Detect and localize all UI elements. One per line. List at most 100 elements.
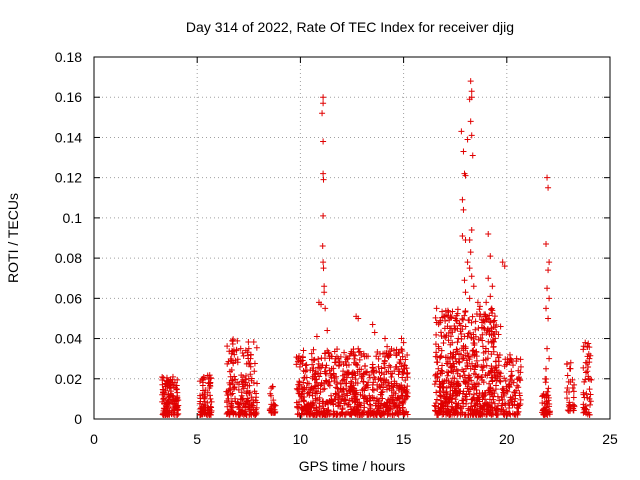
data-point [470, 385, 477, 392]
data-point [580, 409, 587, 416]
data-point [398, 363, 405, 370]
data-point [458, 128, 465, 135]
data-point [305, 406, 312, 413]
data-point [485, 230, 492, 237]
data-point [543, 365, 550, 372]
data-point [379, 395, 386, 402]
data-point [377, 384, 384, 391]
data-point [541, 411, 548, 418]
grid-lines [94, 57, 610, 419]
data-point [433, 349, 440, 356]
data-point [587, 352, 594, 359]
data-point [159, 391, 166, 398]
data-point [580, 401, 587, 408]
data-point [363, 395, 370, 402]
data-point [462, 393, 469, 400]
data-point [228, 377, 235, 384]
data-point [571, 403, 578, 410]
data-point [449, 308, 456, 315]
data-point [437, 393, 444, 400]
data-point [339, 405, 346, 412]
data-point [396, 368, 403, 375]
data-point [197, 378, 204, 385]
data-point [470, 391, 477, 398]
data-point [364, 396, 371, 403]
data-point [449, 404, 456, 411]
data-point [490, 318, 497, 325]
data-point [202, 393, 209, 400]
data-point [250, 338, 257, 345]
data-point [309, 389, 316, 396]
data-point [245, 345, 252, 352]
data-point [481, 318, 488, 325]
data-point [173, 386, 180, 393]
data-point [468, 226, 475, 233]
data-point [514, 382, 521, 389]
data-point [315, 355, 322, 362]
data-point [396, 404, 403, 411]
data-point [328, 353, 335, 360]
data-point [582, 339, 589, 346]
data-point [313, 404, 320, 411]
data-point [544, 388, 551, 395]
data-point [545, 184, 552, 191]
data-point [581, 378, 588, 385]
data-point [201, 398, 208, 405]
data-point [230, 409, 237, 416]
data-point [357, 391, 364, 398]
data-point [207, 379, 214, 386]
data-point [466, 265, 473, 272]
data-point [309, 361, 316, 368]
data-point [438, 347, 445, 354]
data-point [543, 241, 550, 248]
data-point [352, 352, 359, 359]
y-tick-label: 0.16 [55, 89, 82, 105]
data-point [471, 342, 478, 349]
data-point [479, 337, 486, 344]
data-point [355, 401, 362, 408]
data-point [433, 305, 440, 312]
data-point [300, 397, 307, 404]
data-point [335, 394, 342, 401]
data-point [567, 407, 574, 414]
data-point [318, 381, 325, 388]
data-point [440, 411, 447, 418]
data-point [223, 388, 230, 395]
data-point [199, 376, 206, 383]
data-point [232, 376, 239, 383]
data-point [461, 277, 468, 284]
data-point [544, 285, 551, 292]
data-point [442, 354, 449, 361]
data-point [461, 333, 468, 340]
data-point [229, 337, 236, 344]
data-point [482, 396, 489, 403]
data-point [458, 405, 465, 412]
data-point [251, 368, 258, 375]
data-point [321, 385, 328, 392]
data-point [315, 385, 322, 392]
data-point [309, 367, 316, 374]
data-point [517, 377, 524, 384]
data-point [303, 361, 310, 368]
data-point [484, 327, 491, 334]
data-point [545, 315, 552, 322]
data-point [501, 363, 508, 370]
data-point [462, 172, 469, 179]
data-point [487, 409, 494, 416]
y-tick-label: 0.06 [55, 290, 82, 306]
data-point [330, 371, 337, 378]
data-point [317, 388, 324, 395]
data-point [546, 401, 553, 408]
data-point [308, 350, 315, 357]
data-point [321, 355, 328, 362]
data-point [228, 366, 235, 373]
data-point [473, 398, 480, 405]
data-point [467, 249, 474, 256]
data-point [381, 364, 388, 371]
data-point [587, 391, 594, 398]
data-point [322, 364, 329, 371]
data-point [394, 394, 401, 401]
data-point [379, 411, 386, 418]
data-point [468, 88, 475, 95]
data-point [472, 318, 479, 325]
